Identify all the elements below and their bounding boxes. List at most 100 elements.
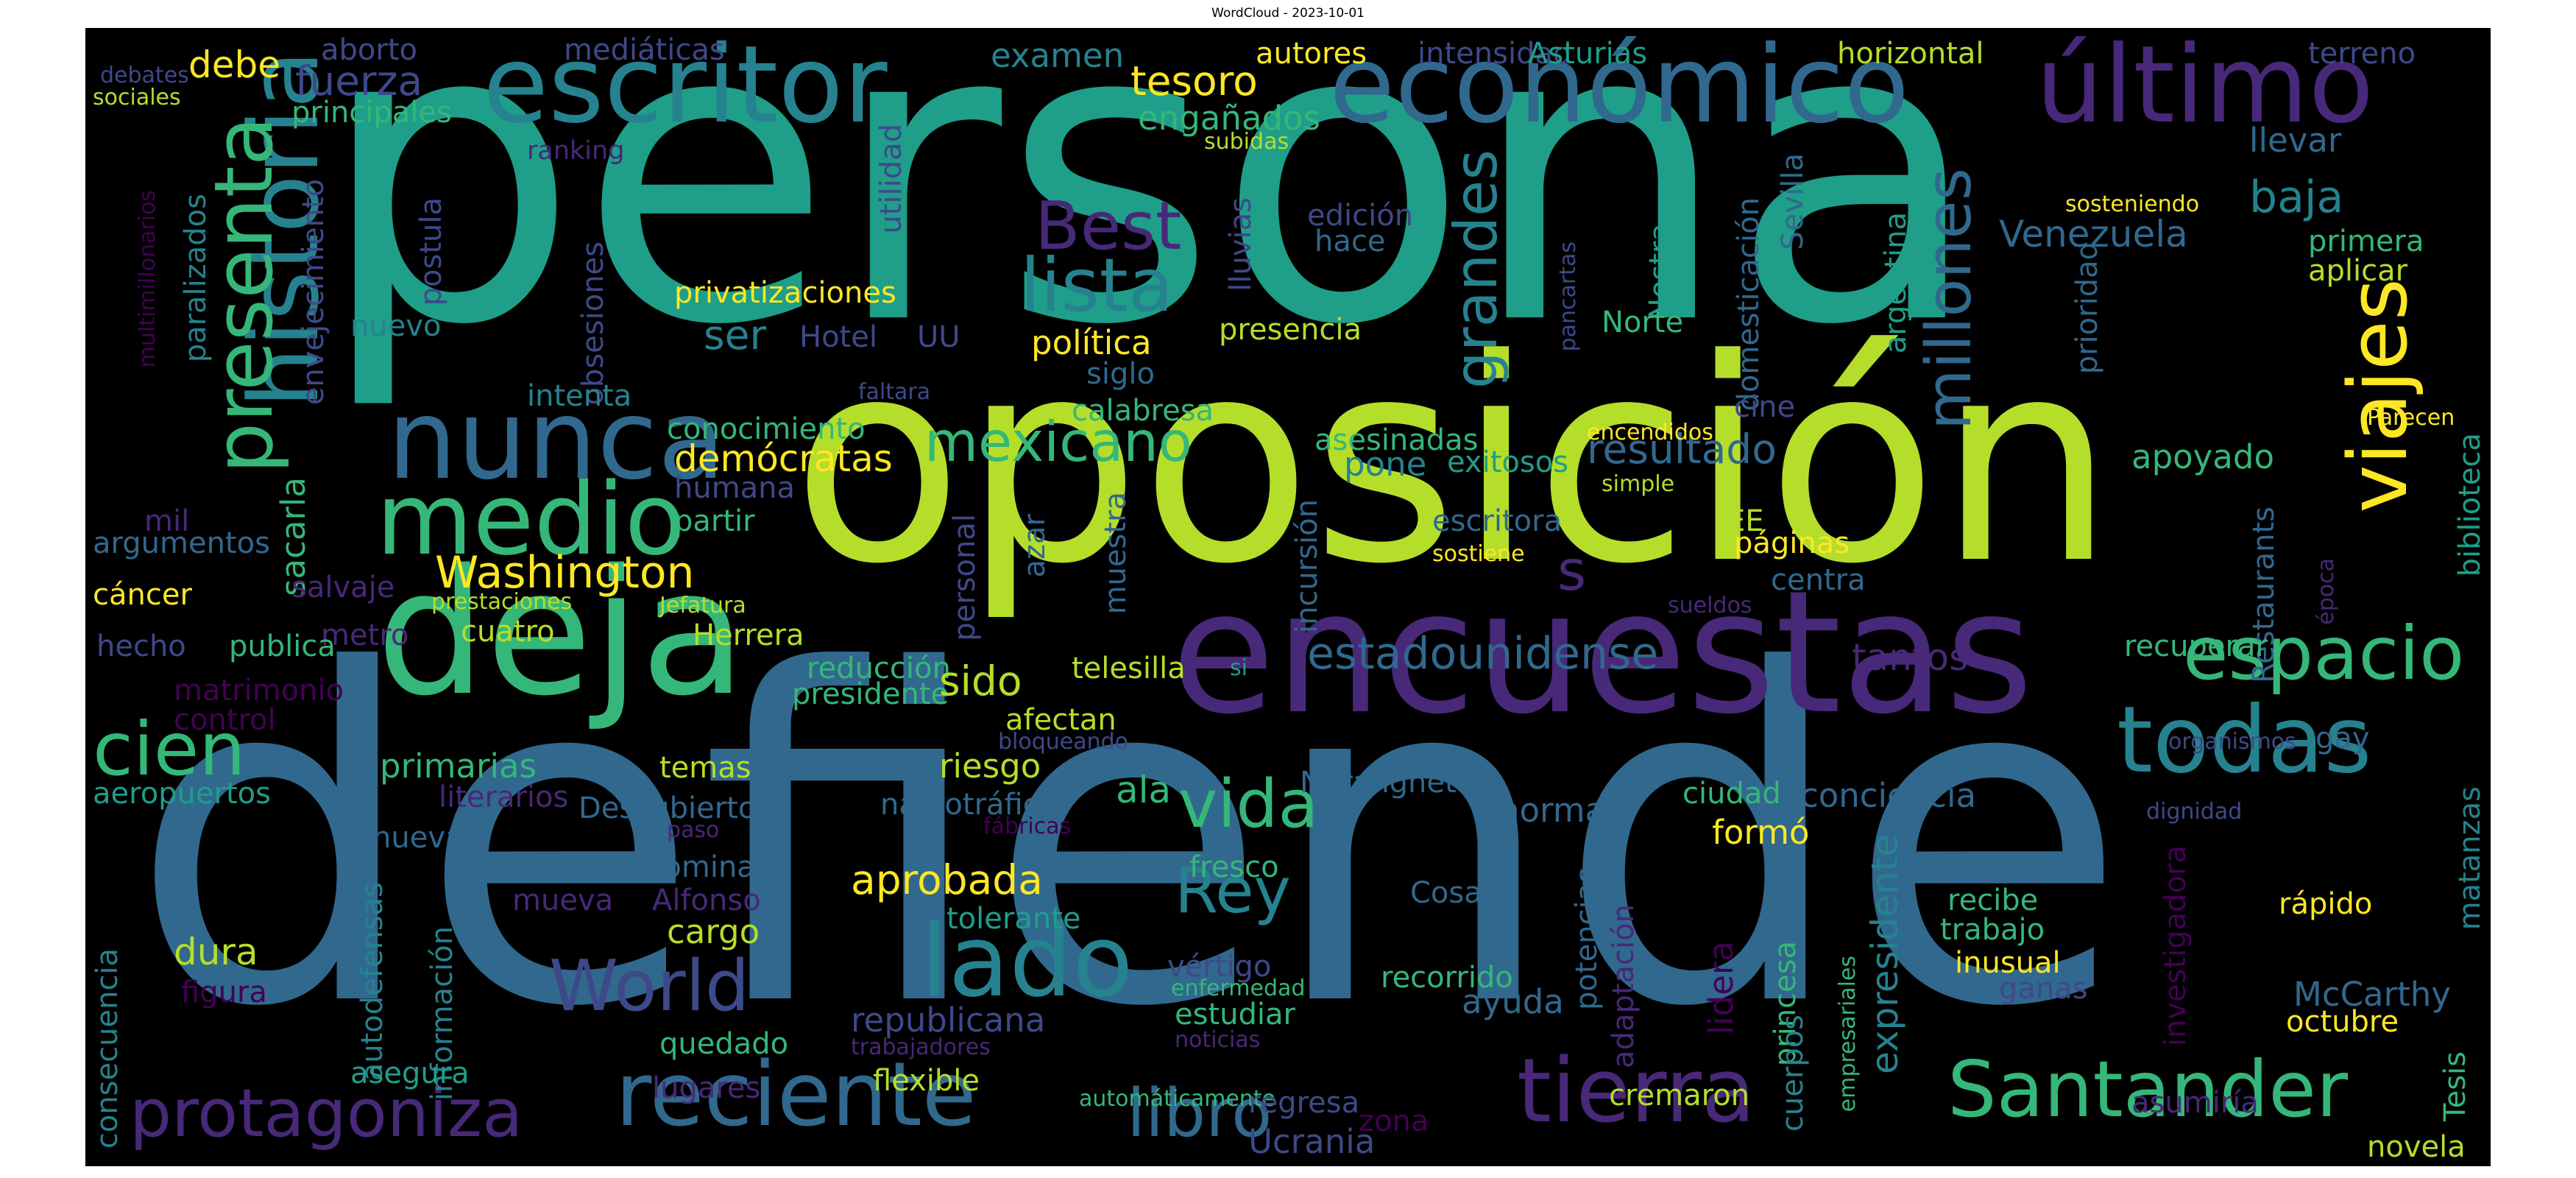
word-59: domesticación bbox=[1732, 197, 1766, 412]
word-67: prioridad bbox=[2070, 241, 2104, 375]
word-68: Norte bbox=[1602, 306, 1684, 339]
word-178: quedado bbox=[659, 1027, 789, 1061]
word-153: aprobada bbox=[851, 856, 1043, 903]
word-32: Best bbox=[1035, 188, 1182, 265]
word-180: enfermedad bbox=[1171, 976, 1306, 1001]
word-8: económico bbox=[1329, 28, 1910, 147]
word-148: dignidad bbox=[2146, 799, 2243, 825]
word-177: figura bbox=[181, 976, 267, 1009]
word-91: pone bbox=[1344, 445, 1427, 484]
word-78: política bbox=[1031, 323, 1152, 362]
word-65: pancartas bbox=[1555, 241, 1581, 352]
word-82: intenta bbox=[527, 379, 632, 413]
word-171: vértigo bbox=[1167, 950, 1272, 984]
word-191: lugares bbox=[652, 1071, 761, 1105]
word-25: vida bbox=[1178, 766, 1319, 843]
word-80: siglo bbox=[1086, 357, 1155, 391]
word-179: estudiar bbox=[1175, 998, 1295, 1031]
word-75: ser bbox=[704, 311, 767, 359]
word-18: Santander bbox=[1947, 1045, 2349, 1135]
word-21: protagoniza bbox=[130, 1075, 523, 1152]
word-47: horizontal bbox=[1837, 37, 1984, 71]
word-142: fábricas bbox=[983, 814, 1072, 839]
word-44: autores bbox=[1256, 37, 1367, 71]
word-107: sostiene bbox=[1432, 541, 1525, 567]
word-30: estadounidense bbox=[1307, 628, 1659, 680]
word-111: salvaje bbox=[291, 571, 395, 604]
word-126: matrimonio bbox=[174, 674, 344, 708]
word-197: Ucrania bbox=[1248, 1122, 1376, 1161]
word-121: telesilla bbox=[1072, 652, 1186, 685]
word-42: aborto bbox=[321, 33, 417, 67]
word-46: Asturias bbox=[1528, 37, 1648, 71]
word-172: inusual bbox=[1955, 946, 2061, 980]
word-140: paso bbox=[667, 817, 720, 843]
word-162: Alfonso bbox=[652, 884, 761, 917]
word-16: viajes bbox=[2331, 278, 2425, 513]
word-135: organismos bbox=[2168, 729, 2296, 755]
word-102: muestra bbox=[1099, 492, 1133, 615]
word-166: adaptación bbox=[1607, 904, 1641, 1068]
word-151: autodefensas bbox=[355, 882, 389, 1082]
word-52: engañados bbox=[1138, 99, 1320, 138]
word-169: rápido bbox=[2279, 887, 2373, 921]
word-40: llevar bbox=[2249, 121, 2342, 160]
word-3: oposición bbox=[792, 299, 2115, 625]
word-43: mediáticas bbox=[564, 33, 725, 67]
chart-title: WordCloud - 2023-10-01 bbox=[1211, 6, 1365, 21]
word-133: temas bbox=[659, 751, 751, 785]
word-99: partir bbox=[674, 504, 755, 538]
word-119: Herrera bbox=[693, 618, 804, 652]
word-1: persona bbox=[317, 28, 1983, 415]
word-196: cremaron bbox=[1609, 1079, 1750, 1112]
word-122: si bbox=[1230, 655, 1248, 681]
word-198: asumiría bbox=[2131, 1086, 2259, 1120]
word-181: recorrido bbox=[1381, 961, 1513, 995]
word-190: noticias bbox=[1175, 1027, 1261, 1053]
word-74: privatizaciones bbox=[674, 276, 896, 310]
word-104: escritora bbox=[1432, 504, 1563, 538]
word-61: primera bbox=[2308, 225, 2424, 258]
word-136: gay bbox=[2315, 722, 2370, 755]
word-94: simple bbox=[1602, 471, 1675, 497]
word-170: dura bbox=[174, 931, 258, 973]
word-192: flexible bbox=[873, 1064, 980, 1098]
word-70: envejecimiento bbox=[297, 179, 330, 406]
word-110: época bbox=[2313, 558, 2339, 625]
word-51: principales bbox=[291, 96, 452, 130]
word-66: sosteniendo bbox=[2065, 191, 2200, 217]
word-123: sueldos bbox=[1668, 593, 1752, 618]
word-173: lidera bbox=[1702, 941, 1741, 1035]
word-187: asegura bbox=[350, 1057, 470, 1090]
word-5: deja bbox=[376, 533, 747, 734]
word-144: Ndrangheta bbox=[1300, 766, 1475, 800]
word-83: conocimiento bbox=[667, 412, 866, 446]
word-129: sido bbox=[939, 657, 1022, 705]
word-115: cuatro bbox=[461, 615, 555, 649]
word-14: cien bbox=[93, 706, 246, 792]
word-58: lluvias bbox=[1224, 197, 1258, 292]
word-29: grandes bbox=[1442, 149, 1510, 389]
word-103: incursión bbox=[1290, 499, 1324, 634]
word-193: automáticamente bbox=[1079, 1086, 1276, 1112]
word-87: cine bbox=[1734, 390, 1796, 424]
word-50: sociales bbox=[93, 85, 181, 110]
word-60: Sevilla bbox=[1776, 153, 1810, 250]
word-20: reciente bbox=[615, 1044, 977, 1146]
word-154: fresco bbox=[1189, 850, 1279, 884]
word-97: argumentos bbox=[93, 526, 270, 560]
word-182: ayuda bbox=[1462, 982, 1564, 1021]
word-4: encuestas bbox=[1171, 555, 2034, 752]
word-79: presencia bbox=[1219, 313, 1362, 347]
word-77: UU bbox=[917, 320, 960, 354]
word-9: último bbox=[2036, 28, 2374, 147]
word-89: biblioteca bbox=[2453, 433, 2487, 577]
word-200: multimillonarios bbox=[135, 190, 160, 368]
word-31: Washington bbox=[435, 547, 695, 599]
word-128: presidente bbox=[792, 677, 949, 711]
word-88: Parecen bbox=[2367, 405, 2455, 431]
word-130: afectan bbox=[1005, 703, 1117, 737]
word-98: humana bbox=[674, 471, 796, 505]
word-189: trabajadores bbox=[851, 1034, 991, 1060]
word-33: fuerza bbox=[295, 57, 423, 105]
